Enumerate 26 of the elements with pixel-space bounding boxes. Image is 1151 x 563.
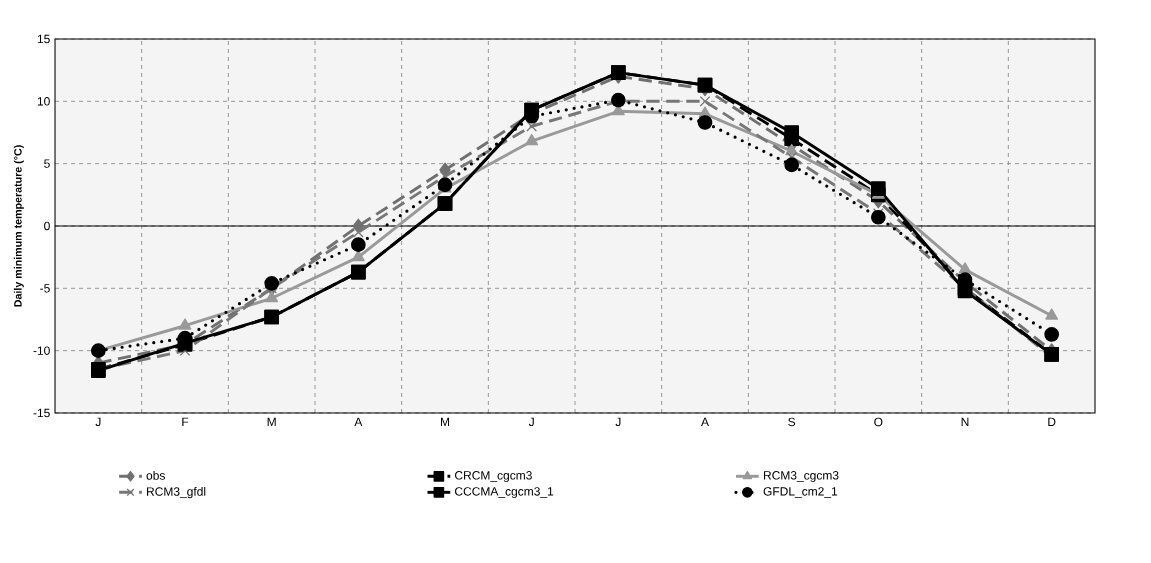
legend-label: CCCMA_cgcm3_1 [454, 487, 554, 498]
x-tick-label: D [1048, 417, 1056, 426]
y-axis-title: Daily minimum temperature (°C) [13, 145, 24, 307]
y-tick-label: -5 [40, 284, 50, 293]
y-tick-label: 5 [44, 159, 50, 168]
x-tick-label: N [961, 417, 969, 426]
legend-label: obs [146, 470, 165, 480]
y-tick-label: -10 [33, 346, 50, 355]
x-tick-label: A [354, 417, 363, 426]
y-tick-label: 0 [44, 221, 50, 231]
legend-label: RCM3_cgcm3 [763, 471, 839, 482]
legend-label: GFDL_cm2_1 [763, 487, 838, 498]
x-tick-label: M [441, 417, 450, 426]
x-tick-label: F [182, 417, 189, 426]
y-tick-label: 10 [37, 97, 50, 106]
x-tick-label: J [95, 417, 101, 427]
y-tick-label: -15 [33, 408, 50, 418]
legend-label: RCM3_gfdl [147, 486, 206, 499]
x-tick-label: M [267, 417, 276, 426]
x-tick-label: O [874, 417, 883, 427]
x-tick-label: A [701, 417, 709, 426]
y-tick-label: 15 [37, 34, 50, 44]
x-tick-label: J [615, 417, 621, 427]
legend-label: CRCM_cgcm3 [454, 471, 532, 482]
x-tick-label: J [528, 417, 534, 427]
x-tick-label: S [788, 417, 796, 427]
